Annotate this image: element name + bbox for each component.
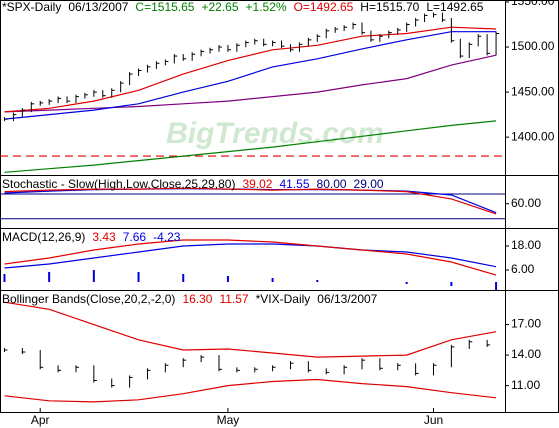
y-tick-label: 1550.00: [511, 0, 555, 8]
x-tick-label: Apr: [31, 413, 50, 427]
x-tick-label: Jun: [424, 413, 443, 427]
y-tick-label: 60.00: [511, 196, 541, 210]
panel-title: Bollinger Bands(Close,20,2,-2,0) 16.30 11.…: [2, 292, 378, 306]
title-part: L=1492.65: [426, 0, 483, 14]
y-tick-label: 11.00: [511, 378, 540, 392]
title-part: +22.65: [201, 0, 238, 14]
title-part: 16.30: [182, 292, 212, 306]
title-part: 3.43: [92, 230, 116, 244]
title-part: +1.52%: [246, 0, 287, 14]
title-part: C=1515.65: [135, 0, 194, 14]
title-part: 39.02: [242, 177, 272, 191]
panel-title: MACD(12,26,9) 3.43 7.66 -4.23: [2, 230, 181, 244]
title-part: 11.57: [219, 292, 248, 306]
title-part: H=1515.70: [360, 0, 419, 14]
series-line: [4, 243, 497, 269]
y-tick-label: 17.00: [511, 317, 541, 331]
series-line: [4, 120, 497, 173]
title-part: O=1492.65: [294, 0, 354, 14]
y-tick-label: 14.00: [511, 347, 541, 361]
title-part: 41.55: [279, 177, 309, 191]
panel-title: *SPX-Daily 06/13/2007 C=1515.65 +22.65 +1.52…: [2, 0, 484, 14]
title-part: *VIX-Daily: [256, 292, 311, 306]
title-part: 06/13/2007: [317, 292, 377, 306]
title-part: 29.00: [354, 177, 384, 191]
series-line: [4, 301, 497, 358]
title-part: Bollinger Bands(Close,20,2,-2,0): [2, 292, 175, 306]
title-part: 80.00: [317, 177, 347, 191]
y-tick-label: 18.00: [511, 238, 541, 252]
series-line: [4, 378, 497, 403]
title-part: MACD(12,26,9): [2, 230, 85, 244]
watermark: BigTrends.com: [166, 117, 384, 150]
series-line: [4, 54, 497, 113]
series-line: [4, 31, 497, 120]
series-line: [4, 26, 497, 113]
x-tick-label: May: [217, 413, 240, 427]
title-part: 06/13/2007: [68, 0, 128, 14]
series-line: [4, 187, 497, 215]
title-part: *SPX-Daily: [2, 0, 61, 14]
title-part: Stochastic - Slow(High,Low,Close,25,29,8…: [2, 177, 235, 191]
panel-title: Stochastic - Slow(High,Low,Close,25,29,8…: [2, 177, 384, 191]
y-tick-label: 6.00: [511, 262, 535, 276]
y-tick-label: 1500.00: [511, 39, 555, 53]
frame: [0, 0, 559, 413]
title-part: 7.66: [123, 230, 147, 244]
y-tick-label: 1400.00: [511, 129, 555, 143]
y-tick-label: 1450.00: [511, 84, 555, 98]
title-part: -4.23: [153, 230, 181, 244]
series-line: [4, 239, 497, 276]
